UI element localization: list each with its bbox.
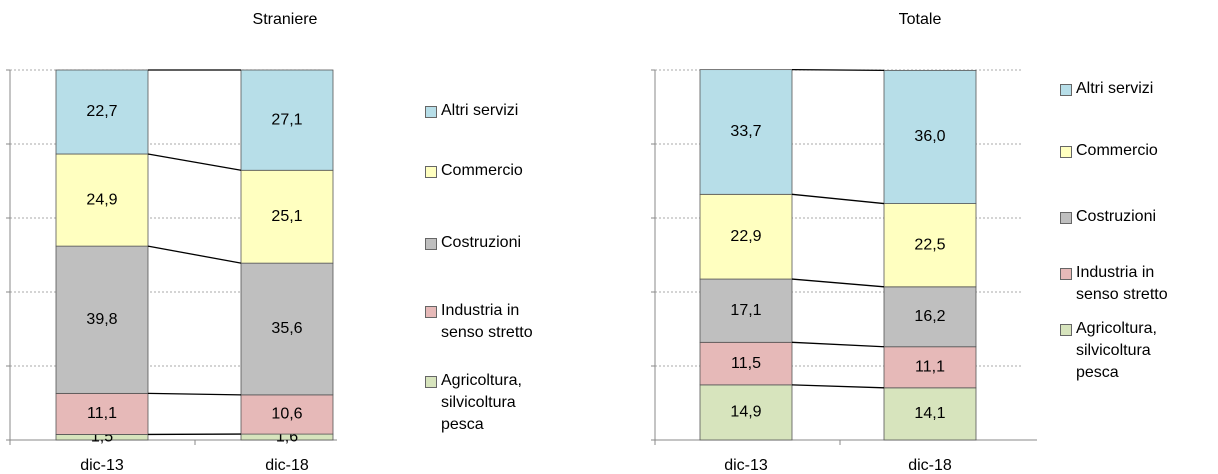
value-label: 11,5 [731, 355, 761, 372]
bar-segment [55, 153, 149, 247]
bar-segment [699, 278, 793, 343]
bar-segment [55, 245, 149, 394]
legend-item: Industria in senso stretto [425, 300, 555, 344]
legend-swatch [1060, 268, 1072, 280]
legend-label: Altri servizi [1076, 80, 1154, 97]
value-label: 14,9 [730, 404, 761, 421]
bar-segment [699, 341, 793, 386]
legend-item: Industria in senso stretto [1060, 262, 1190, 306]
value-label: 24,9 [86, 191, 117, 208]
legend-swatch [1060, 212, 1072, 224]
legend-swatch [425, 376, 437, 388]
connector [791, 341, 885, 348]
value-label: 22,9 [730, 228, 761, 245]
value-label: 10,6 [271, 406, 302, 423]
legend-item: Agricoltura, silvicoltura pesca [1060, 318, 1190, 384]
bar-segment [240, 394, 334, 435]
value-label: 33,7 [730, 123, 761, 140]
connector [791, 193, 885, 205]
legend-label: Agricoltura, silvicoltura pesca [441, 372, 522, 433]
legend-item: Commercio [1060, 140, 1190, 162]
chart-title: Straniere [253, 11, 318, 28]
legend-swatch [1060, 324, 1072, 336]
legend-swatch [425, 166, 437, 178]
connector [147, 392, 242, 396]
legend-swatch [1060, 84, 1072, 96]
connector [791, 384, 885, 389]
value-label: 36,0 [914, 128, 945, 145]
x-tick-label: dic-18 [908, 457, 952, 474]
bar-segment [240, 69, 334, 171]
bar-segment [699, 384, 793, 441]
bar-segment [883, 387, 977, 441]
value-label: 39,8 [86, 311, 117, 328]
legend-swatch [425, 238, 437, 250]
legend-label: Commercio [1076, 142, 1158, 159]
legend-swatch [425, 306, 437, 318]
legend-label: Commercio [441, 162, 523, 179]
legend-label: Industria in senso stretto [1076, 264, 1168, 303]
connector [791, 278, 885, 288]
connector [791, 68, 885, 72]
legend-label: Industria in senso stretto [441, 302, 533, 341]
legend-label: Altri servizi [441, 102, 519, 119]
legend-label: Agricoltura, silvicoltura pesca [1076, 320, 1157, 381]
x-tick-label: dic-13 [724, 457, 768, 474]
legend-item: Agricoltura, silvicoltura pesca [425, 370, 555, 436]
bar-segment [240, 262, 334, 396]
value-label: 16,2 [914, 308, 945, 325]
legend-item: Commercio [425, 160, 555, 182]
bar-segment [699, 193, 793, 280]
value-label: 25,1 [271, 208, 302, 225]
connector [147, 245, 242, 264]
bar-segment [883, 69, 977, 204]
legend-item: Costruzioni [1060, 206, 1190, 228]
legend-swatch [1060, 146, 1072, 158]
chart-title: Totale [899, 11, 942, 28]
x-tick-label: dic-18 [265, 457, 309, 474]
bar-segment [699, 69, 793, 195]
value-label: 14,1 [914, 405, 945, 422]
value-label: 22,5 [914, 236, 945, 253]
value-label: 11,1 [87, 405, 117, 422]
value-label: 17,1 [730, 302, 761, 319]
bar-segment [883, 203, 977, 288]
value-label: 27,1 [271, 111, 302, 128]
legend-item: Altri servizi [1060, 78, 1190, 100]
value-label: 11,1 [915, 359, 945, 376]
value-label: 22,7 [86, 103, 117, 120]
value-label: 35,6 [271, 320, 302, 337]
bar-segment [883, 346, 977, 389]
legend-label: Costruzioni [441, 234, 522, 251]
bar-segment [240, 169, 334, 264]
bar-segment [883, 286, 977, 348]
bar-segment [55, 69, 149, 155]
legend-swatch [425, 106, 437, 118]
x-tick-label: dic-13 [80, 457, 124, 474]
connector [147, 153, 242, 171]
legend-item: Costruzioni [425, 232, 555, 254]
legend-item: Altri servizi [425, 100, 555, 122]
bar-segment [55, 392, 149, 435]
legend-label: Costruzioni [1076, 208, 1157, 225]
